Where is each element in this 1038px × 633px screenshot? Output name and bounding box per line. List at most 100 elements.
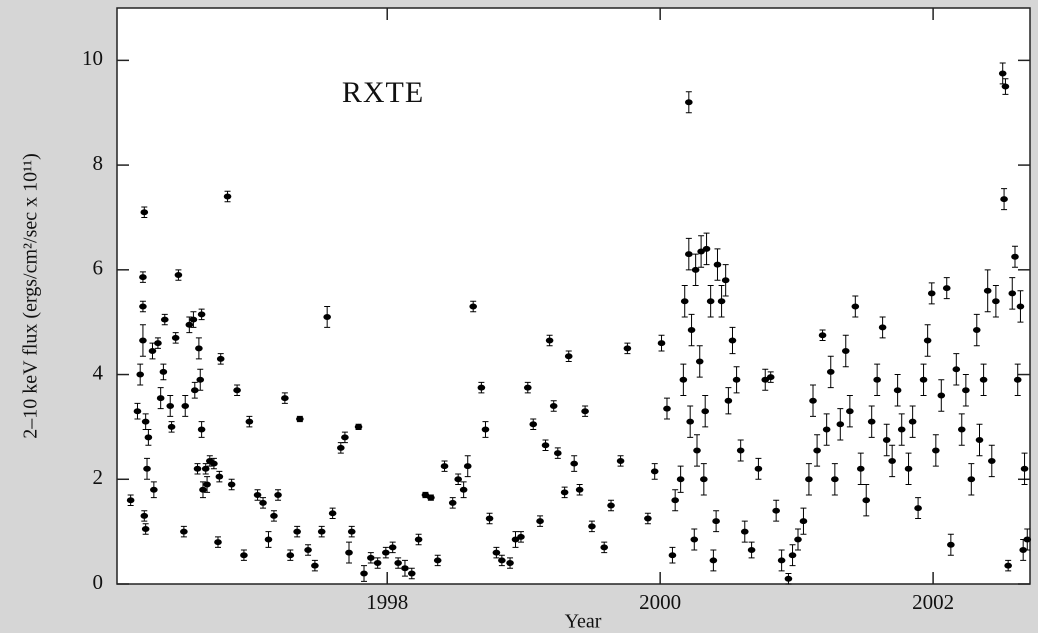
- point: [367, 554, 375, 561]
- annotation: RXTE: [342, 76, 424, 109]
- point: [293, 528, 301, 535]
- point: [1000, 196, 1008, 203]
- point: [203, 481, 211, 488]
- point: [676, 476, 685, 483]
- point: [1001, 83, 1010, 90]
- point: [1016, 303, 1025, 310]
- point: [440, 463, 449, 470]
- point: [498, 557, 506, 564]
- point: [772, 507, 780, 514]
- point: [952, 366, 961, 373]
- point: [139, 274, 147, 281]
- point: [679, 376, 688, 383]
- point: [140, 209, 149, 216]
- point: [345, 549, 353, 556]
- point: [937, 392, 946, 399]
- point: [932, 447, 940, 454]
- point: [644, 515, 652, 522]
- point: [448, 499, 457, 506]
- point: [317, 528, 326, 535]
- point: [975, 437, 984, 443]
- point: [414, 536, 423, 543]
- point: [841, 347, 850, 354]
- point: [575, 486, 584, 493]
- point: [878, 324, 887, 331]
- point: [713, 261, 722, 268]
- y-tick-label: 10: [82, 46, 103, 70]
- point: [190, 387, 199, 394]
- point: [813, 447, 821, 454]
- point: [323, 313, 331, 320]
- point: [492, 549, 501, 556]
- x-tick-label: 1998: [366, 590, 408, 614]
- point: [962, 387, 970, 394]
- point: [650, 468, 659, 475]
- point: [923, 337, 932, 344]
- point: [987, 457, 996, 464]
- point: [549, 402, 558, 409]
- point: [697, 248, 705, 255]
- point: [477, 384, 486, 391]
- point: [174, 272, 183, 279]
- point: [822, 426, 831, 433]
- point: [1020, 465, 1029, 472]
- point: [154, 340, 162, 347]
- point: [846, 408, 854, 415]
- point: [947, 541, 955, 548]
- point: [126, 497, 135, 504]
- point: [784, 575, 793, 582]
- point: [809, 397, 817, 404]
- point: [724, 397, 733, 404]
- point: [171, 334, 180, 341]
- point: [717, 298, 726, 305]
- point: [600, 544, 609, 551]
- point: [992, 298, 1000, 305]
- point: [709, 557, 718, 564]
- point: [485, 515, 494, 522]
- point: [873, 376, 881, 383]
- point: [469, 303, 477, 310]
- point: [831, 476, 839, 483]
- point: [227, 481, 236, 488]
- point: [197, 426, 206, 433]
- point: [701, 408, 709, 415]
- point: [979, 376, 988, 383]
- point: [867, 418, 876, 425]
- point: [1023, 536, 1032, 543]
- point: [133, 408, 142, 415]
- point: [159, 368, 168, 375]
- point: [736, 447, 745, 454]
- point: [144, 434, 153, 441]
- point: [998, 70, 1007, 77]
- point: [382, 549, 390, 556]
- point: [328, 510, 337, 517]
- point: [712, 518, 720, 525]
- point: [927, 290, 936, 297]
- point: [347, 528, 356, 535]
- point: [919, 376, 928, 383]
- point: [690, 536, 699, 543]
- point: [274, 491, 282, 498]
- point: [459, 486, 468, 493]
- point: [747, 546, 756, 553]
- point: [180, 528, 188, 535]
- point: [700, 476, 708, 483]
- point: [196, 376, 205, 383]
- point: [856, 465, 865, 472]
- point: [862, 497, 871, 504]
- point: [657, 340, 666, 347]
- point: [433, 557, 442, 564]
- point: [732, 376, 741, 383]
- point: [189, 316, 198, 323]
- point: [616, 457, 625, 464]
- point: [680, 298, 689, 305]
- point: [706, 298, 715, 305]
- point: [581, 408, 589, 415]
- point: [893, 387, 902, 394]
- point: [777, 557, 786, 564]
- point: [141, 418, 150, 425]
- point: [570, 460, 578, 467]
- x-tick-label: 2000: [639, 590, 681, 614]
- point: [523, 384, 532, 391]
